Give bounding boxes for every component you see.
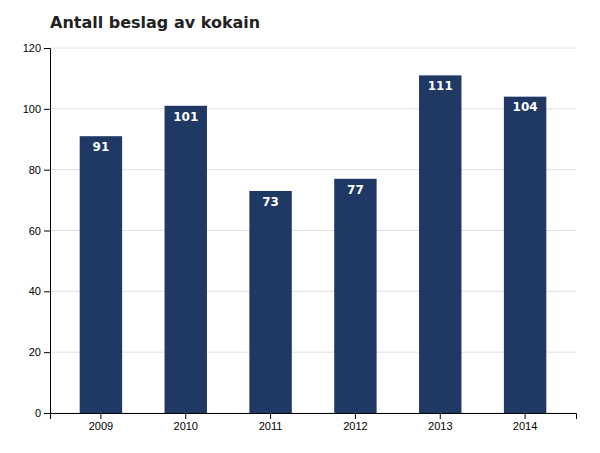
- tick-mark: [44, 170, 50, 171]
- grid-line: [50, 169, 576, 170]
- grid: [50, 48, 576, 413]
- tick-label: 2010: [173, 420, 197, 432]
- chart: Antall beslag av kokain 0 20 40 60 80 100 120 20…: [0, 0, 600, 453]
- data-labels: 91 101 73 77 111 104: [93, 79, 538, 209]
- tick-mark: [185, 413, 186, 419]
- tick-mark: [355, 413, 356, 419]
- data-label: 101: [173, 110, 198, 124]
- data-label: 77: [347, 183, 364, 197]
- tick: 120: [23, 42, 50, 54]
- tick-label: 2012: [343, 420, 367, 432]
- bar: [165, 106, 207, 413]
- tick-mark: [44, 109, 50, 110]
- tick-label: 40: [29, 285, 41, 297]
- tick-label: 100: [23, 103, 41, 115]
- grid-line: [50, 291, 576, 292]
- data-label: 91: [93, 140, 110, 154]
- grid-line: [50, 48, 576, 49]
- tick-mark: [44, 48, 50, 49]
- bar: [334, 179, 376, 413]
- tick: 80: [29, 164, 50, 176]
- tick: 2010: [173, 413, 197, 432]
- tick-mark: [44, 291, 50, 292]
- tick-mark: [440, 413, 441, 419]
- bar: [504, 97, 546, 413]
- tick-label: 2009: [89, 420, 113, 432]
- tick: 60: [29, 225, 50, 237]
- data-label: 111: [428, 79, 453, 93]
- tick: 2013: [428, 413, 452, 432]
- data-label: 104: [513, 100, 538, 114]
- tick: 2011: [259, 413, 283, 432]
- plot: 0 20 40 60 80 100 120 2009 2010 2011 2012 2013 2014 9…: [23, 42, 577, 432]
- axis-line: [44, 49, 51, 414]
- tick-label: 0: [35, 407, 41, 419]
- tick-label: 80: [29, 164, 41, 176]
- tick: 100: [23, 103, 50, 115]
- tick-mark: [44, 352, 50, 353]
- tick-label: 20: [29, 346, 41, 358]
- tick: 2014: [513, 413, 537, 432]
- tick-label: 2013: [428, 420, 452, 432]
- tick-mark: [270, 413, 271, 419]
- grid-line: [50, 352, 576, 353]
- tick-mark: [44, 413, 50, 414]
- tick: 40: [29, 285, 50, 297]
- tick-label: 60: [29, 225, 41, 237]
- bar: [80, 136, 122, 413]
- tick-label: 2014: [513, 420, 537, 432]
- tick: 2012: [343, 413, 367, 432]
- tick-label: 120: [23, 42, 41, 54]
- tick-label: 2011: [259, 420, 283, 432]
- grid-line: [50, 230, 576, 231]
- bar: [249, 191, 291, 413]
- tick: 20: [29, 346, 50, 358]
- title: Antall beslag av kokain: [50, 13, 260, 32]
- tick: 0: [35, 407, 50, 419]
- y-axis: 0 20 40 60 80 100 120: [23, 42, 51, 419]
- data-label: 73: [262, 195, 279, 209]
- tick-mark: [525, 413, 526, 419]
- tick-mark: [44, 231, 50, 232]
- tick-mark: [100, 413, 101, 419]
- x-axis: 2009 2010 2011 2012 2013 2014: [51, 413, 577, 432]
- bars: [80, 75, 547, 413]
- bar: [419, 75, 461, 413]
- axis-line: [51, 414, 577, 420]
- tick: 2009: [89, 413, 113, 432]
- grid-line: [50, 108, 576, 109]
